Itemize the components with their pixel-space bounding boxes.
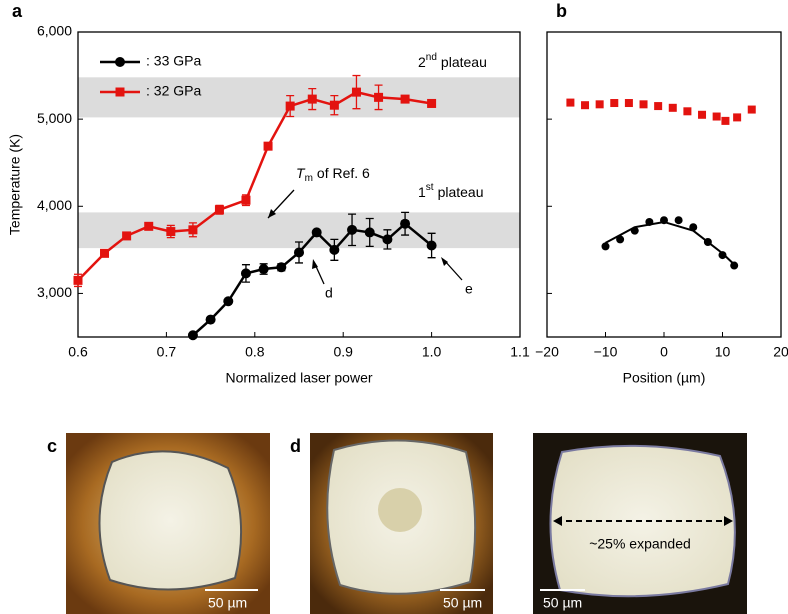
point [674, 216, 683, 225]
point [347, 224, 358, 235]
point [624, 99, 633, 108]
x-axis-label: Position (µm) [623, 370, 706, 386]
point [122, 231, 132, 241]
x-tick-label: 0.6 [68, 344, 88, 360]
legend-label: : 33 GPa [146, 53, 201, 69]
band [78, 77, 520, 118]
panel-letter: c [47, 436, 57, 456]
legend-marker [115, 87, 125, 97]
y-tick-label: 5,000 [37, 110, 72, 126]
x-tick-label: −10 [594, 344, 618, 360]
point [747, 105, 756, 114]
y-tick-label: 6,000 [37, 23, 72, 39]
point [276, 262, 287, 273]
point [285, 101, 295, 111]
x-axis-label: Normalized laser power [225, 370, 372, 386]
point [205, 314, 216, 325]
point [329, 244, 340, 255]
point [595, 100, 604, 109]
point [683, 107, 692, 116]
panel-letter: d [290, 436, 301, 456]
arrow [443, 259, 463, 281]
annotation: 1st plateau [418, 182, 484, 200]
plot-frame [546, 31, 782, 338]
point [698, 110, 707, 119]
sample [549, 444, 736, 598]
x-tick-label: 0.7 [157, 344, 177, 360]
x-tick-label: −20 [535, 344, 559, 360]
photo-note: ~25% expanded [589, 536, 691, 552]
sample [98, 450, 243, 591]
y-tick-label: 3,000 [37, 284, 72, 300]
point [329, 100, 339, 110]
point [712, 112, 721, 121]
point [733, 113, 742, 122]
point [214, 205, 224, 215]
point [166, 227, 176, 237]
point [616, 235, 625, 244]
annotation: Tm of Ref. 6 [296, 165, 370, 184]
point [351, 87, 361, 97]
arrow-head [268, 209, 276, 218]
point [581, 101, 590, 110]
x-tick-label: 1.0 [422, 344, 442, 360]
point [294, 247, 304, 258]
x-tick-label: 0.8 [245, 344, 265, 360]
arrow-head [312, 259, 318, 269]
y-tick-label: 4,000 [37, 197, 72, 213]
series-line [605, 220, 738, 269]
point [639, 100, 648, 109]
point [566, 98, 575, 107]
point [668, 103, 677, 112]
point [654, 102, 663, 111]
x-tick-label: 1.1 [510, 344, 530, 360]
legend-label: : 32 GPa [146, 83, 201, 99]
spot [378, 488, 422, 532]
point [427, 98, 437, 108]
scale-label: 50 µm [208, 595, 247, 611]
scale-label: 50 µm [543, 595, 582, 611]
point [721, 116, 730, 125]
point [241, 195, 251, 205]
panel-letter: a [12, 1, 23, 21]
panel-letter: b [556, 1, 567, 21]
point [400, 218, 411, 229]
point [240, 268, 251, 279]
point [718, 251, 727, 260]
point [223, 296, 234, 307]
y-axis-label: Temperature (K) [7, 134, 23, 235]
x-tick-label: 0 [660, 344, 668, 360]
point [144, 221, 154, 231]
scale-label: 50 µm [443, 595, 482, 611]
point [601, 242, 610, 251]
point [400, 94, 410, 104]
arrow-head [441, 257, 448, 266]
point [258, 264, 269, 275]
point [610, 99, 619, 108]
legend-marker [115, 57, 125, 67]
plots: 0.6 0.7 0.8 0.9 1.0 1.1 3,000 4,000 5,000 6,000 No… [7, 23, 788, 386]
plot-frame [77, 31, 521, 338]
x-tick-label: 20 [773, 344, 788, 360]
point [307, 94, 317, 104]
point [187, 330, 198, 341]
point [374, 92, 384, 102]
annotation: e [465, 281, 473, 297]
annotation: 2nd plateau [418, 52, 487, 70]
annotation: d [325, 285, 333, 301]
point [426, 240, 437, 251]
point [263, 141, 273, 151]
point [382, 234, 393, 245]
x-tick-label: 10 [715, 344, 731, 360]
point [73, 275, 83, 285]
x-tick-label: 0.9 [333, 344, 353, 360]
point [100, 248, 110, 258]
point [311, 227, 322, 238]
series-line [77, 90, 432, 282]
point [188, 225, 198, 235]
point [364, 227, 375, 238]
